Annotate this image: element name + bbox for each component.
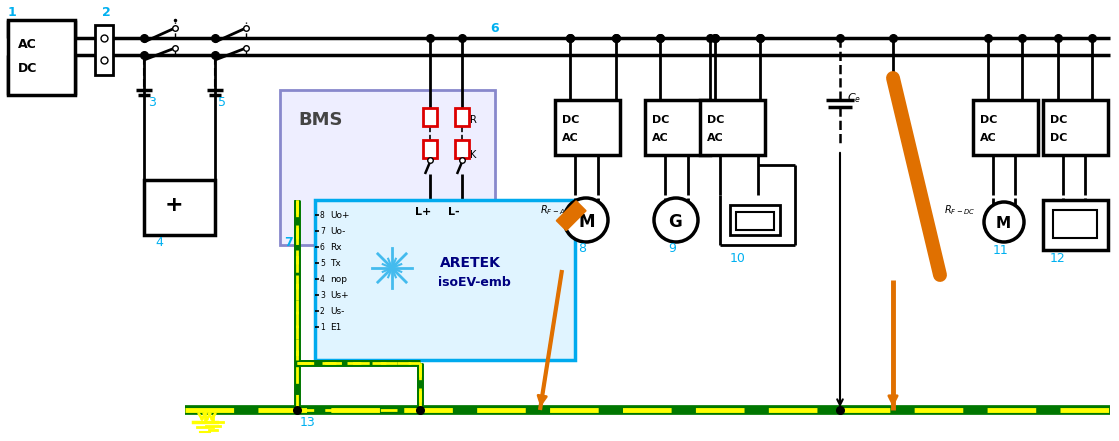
Text: 2: 2 [102,7,111,19]
Bar [730,205,780,235]
Text: $C_e$: $C_e$ [847,91,862,105]
Circle shape [653,198,698,242]
Text: K: K [470,150,477,160]
Text: +: + [164,195,184,215]
Text: 10: 10 [730,251,746,265]
Text: DC: DC [980,115,997,125]
Bar [423,140,438,158]
Text: nop: nop [330,274,347,284]
Bar [700,100,765,155]
Text: L+: L+ [415,207,431,217]
Text: DC: DC [1050,133,1068,143]
Bar [95,25,113,75]
Text: Uo-: Uo- [330,227,346,235]
Text: 13: 13 [300,415,316,429]
Text: 11: 11 [993,243,1008,257]
Bar [455,140,469,158]
Text: 9: 9 [668,242,676,254]
Text: 4: 4 [320,274,325,284]
Text: 5: 5 [218,97,226,109]
Text: 2: 2 [320,306,325,315]
Text: AC: AC [18,38,37,52]
Text: M: M [996,217,1012,232]
Bar [1043,100,1108,155]
Text: 6: 6 [490,22,499,34]
Text: 7: 7 [284,235,293,248]
Circle shape [564,198,608,242]
Text: $R_{F-DC}$: $R_{F-DC}$ [944,203,975,217]
Text: DC: DC [18,61,37,75]
Text: 3: 3 [320,291,325,299]
Text: AC: AC [652,133,669,143]
Text: isoEV-emb: isoEV-emb [438,276,510,288]
Bar [974,100,1038,155]
Bar [455,108,469,126]
Bar [556,201,586,231]
Text: 3: 3 [148,97,156,109]
Bar [316,200,575,360]
Bar [1043,200,1108,250]
Text: 4: 4 [156,236,163,250]
Bar [645,100,709,155]
Text: DC: DC [707,115,724,125]
Text: E1: E1 [330,322,341,332]
Text: AC: AC [562,133,579,143]
Bar [736,212,774,230]
Text: 8: 8 [320,210,325,220]
Text: DC: DC [1050,115,1068,125]
Text: DC: DC [652,115,669,125]
Text: Us+: Us+ [330,291,349,299]
Text: 8: 8 [579,242,586,254]
Text: AC: AC [980,133,997,143]
Text: 1: 1 [320,322,325,332]
Text: Tx: Tx [330,258,341,268]
Text: M: M [579,213,594,231]
Text: 5: 5 [320,258,325,268]
Text: Us-: Us- [330,306,345,315]
Circle shape [984,202,1024,242]
Text: 7: 7 [320,227,325,235]
Text: BMS: BMS [298,111,342,129]
Text: L-: L- [448,207,460,217]
Bar [144,180,215,235]
Text: 1: 1 [8,7,17,19]
Bar [555,100,620,155]
Text: Uo+: Uo+ [330,210,349,220]
Bar [423,108,438,126]
Text: 12: 12 [1050,251,1065,265]
Text: R: R [470,115,477,125]
Text: $R_{F-AC}$: $R_{F-AC}$ [540,203,571,217]
Text: Rx: Rx [330,243,341,251]
Text: AC: AC [707,133,724,143]
Text: G: G [668,213,681,231]
Text: ARETEK: ARETEK [440,256,501,270]
Bar [8,20,75,95]
Bar [1053,210,1097,238]
Bar [280,90,495,245]
Text: DC: DC [562,115,580,125]
Text: 6: 6 [320,243,325,251]
